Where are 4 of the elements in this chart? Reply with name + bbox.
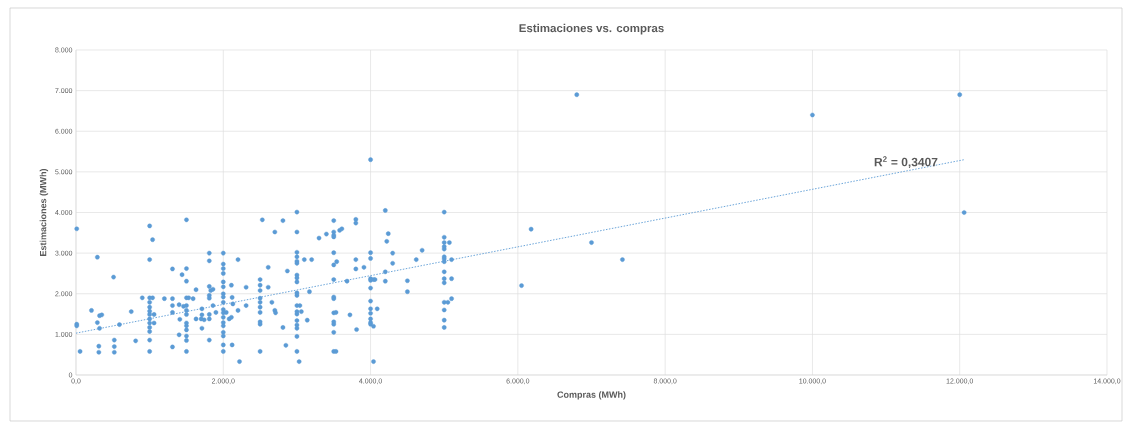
chart-title: Estimaciones vs. compras [519, 23, 664, 35]
annotation: R$^{2}$ = 0,3407 [874, 156, 938, 169]
y-axis-title: Estimaciones (MWh) [39, 168, 49, 256]
x-axis-title: Compras (MWh) [557, 391, 626, 400]
